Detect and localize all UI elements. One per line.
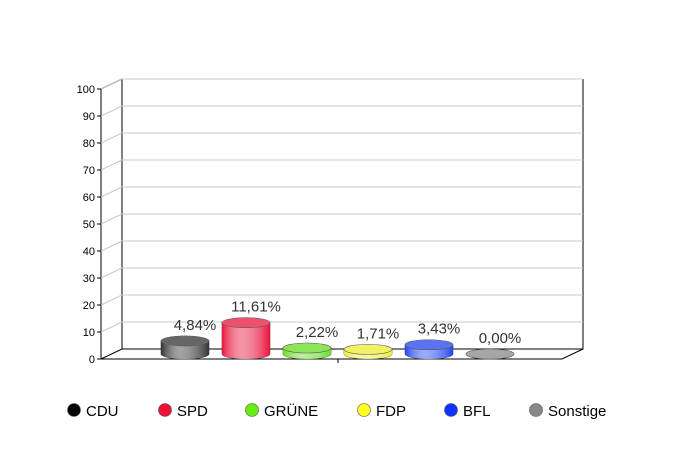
legend-swatch <box>158 403 172 417</box>
grid-line-side <box>100 105 123 117</box>
legend-swatch <box>67 403 81 417</box>
grid-line-side <box>100 78 123 90</box>
legend-label: Sonstige <box>548 403 606 420</box>
value-labels: 4,84% 11,61% 2,22% 1,71% 3,43% 0,00% <box>174 299 522 347</box>
grid-lines <box>100 78 583 333</box>
bar-grüne <box>282 342 332 360</box>
legend-swatch <box>245 403 259 417</box>
grid-line-side <box>100 321 123 333</box>
legend-item-sonstige: Sonstige <box>529 403 606 420</box>
y-tick-label: 0 <box>89 354 95 366</box>
value-label-fdp: 1,71% <box>357 325 400 342</box>
bar-bfl <box>404 339 454 360</box>
legend-label: FDP <box>376 403 406 420</box>
grid-line-side <box>100 159 123 171</box>
legend-item-fdp: FDP <box>357 403 406 420</box>
legend-swatch <box>529 403 543 417</box>
y-tick-label: 20 <box>83 300 95 312</box>
legend-label: SPD <box>177 403 208 420</box>
bar-spd <box>221 317 271 360</box>
y-axis: 0 10 20 30 40 50 60 70 80 90 100 <box>77 84 339 366</box>
y-tick-label: 100 <box>77 84 95 96</box>
legend-item-cdu: CDU <box>67 403 119 420</box>
legend-label: GRÜNE <box>264 402 318 420</box>
value-label-cdu: 4,84% <box>174 317 217 334</box>
bar-fdp <box>343 344 393 360</box>
legend-swatch <box>444 403 458 417</box>
y-tick-label: 40 <box>83 246 95 258</box>
legend-item-bfl: BFL <box>444 403 491 420</box>
grid-line-side <box>100 294 123 306</box>
y-tick-label: 90 <box>83 111 95 123</box>
y-tick-label: 60 <box>83 192 95 204</box>
value-label-grüne: 2,22% <box>296 324 339 341</box>
grid-line-side <box>100 240 123 252</box>
legend-swatch <box>357 403 371 417</box>
bar-sonstige <box>465 348 515 360</box>
y-tick-label: 30 <box>83 273 95 285</box>
y-tick-label: 70 <box>83 165 95 177</box>
bar-cdu <box>160 335 210 360</box>
grid-line-side <box>100 213 123 225</box>
bars <box>160 317 515 360</box>
grid-line-side <box>100 132 123 144</box>
value-label-bfl: 3,43% <box>418 321 461 338</box>
y-tick-label: 10 <box>83 327 95 339</box>
legend-item-grüne: GRÜNE <box>245 402 318 420</box>
y-tick-label: 80 <box>83 138 95 150</box>
y-tick-label: 50 <box>83 219 95 231</box>
grid-line-side <box>100 267 123 279</box>
legend: CDU SPD GRÜNE FDP BFL Sonstige <box>67 402 606 420</box>
value-label-sonstige: 0,00% <box>479 330 522 347</box>
value-label-spd: 11,61% <box>231 299 281 316</box>
legend-item-spd: SPD <box>158 403 208 420</box>
floor <box>100 348 584 360</box>
legend-label: CDU <box>86 403 119 420</box>
legend-label: BFL <box>463 403 491 420</box>
grid-line-side <box>100 186 123 198</box>
